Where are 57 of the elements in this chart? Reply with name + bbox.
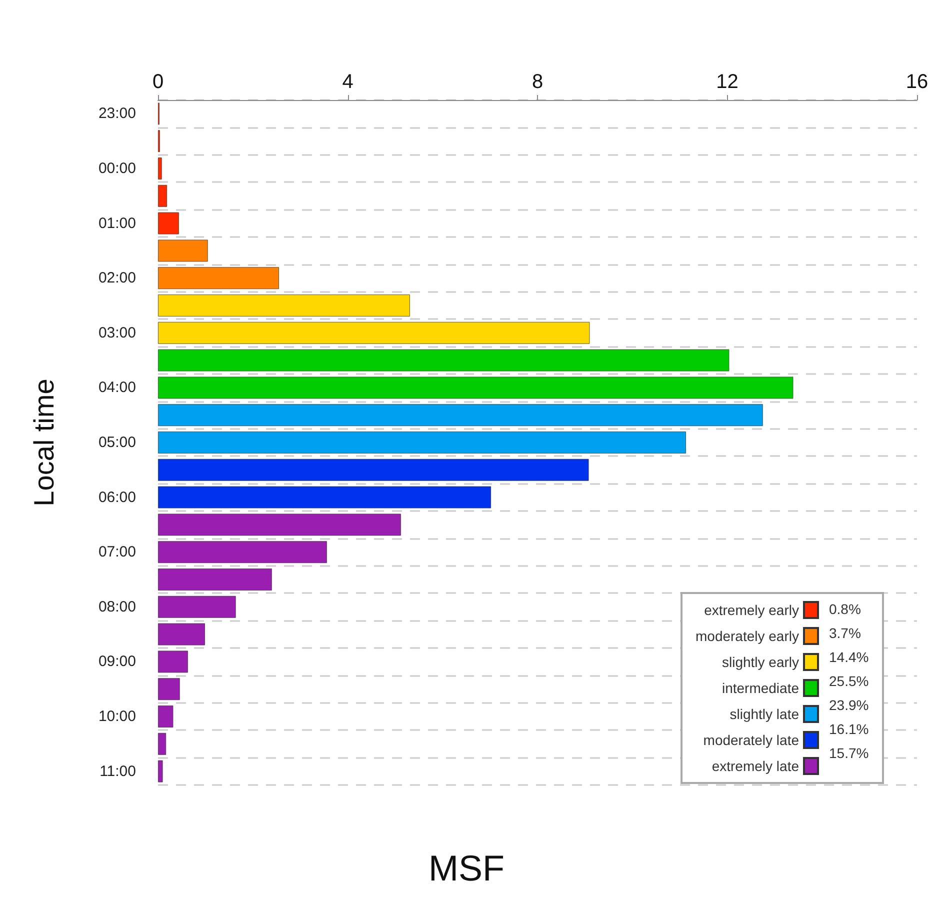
bar xyxy=(158,404,763,426)
y-tick-label: 03:00 xyxy=(98,324,136,342)
y-tick-label: 09:00 xyxy=(98,653,136,670)
bar xyxy=(158,349,730,372)
legend-label: intermediate xyxy=(722,680,800,696)
x-axis-title: MSF xyxy=(428,848,505,888)
legend-label: extremely late xyxy=(712,758,800,774)
bar xyxy=(158,732,166,755)
legend-label: moderately early xyxy=(696,628,799,644)
bar xyxy=(158,706,174,728)
x-tick-label: 4 xyxy=(342,71,354,93)
bar xyxy=(158,294,410,316)
legend-label: slightly early xyxy=(722,654,799,670)
y-tick-label: 00:00 xyxy=(98,160,136,177)
annotation: 16.1% xyxy=(829,721,869,737)
bar xyxy=(158,760,163,782)
annotation: 0.8% xyxy=(829,601,861,617)
annotation: 15.7% xyxy=(829,745,869,761)
bar xyxy=(158,432,686,454)
legend-label: extremely early xyxy=(704,602,799,618)
bar xyxy=(158,267,279,290)
x-tick-label: 16 xyxy=(906,71,928,93)
bar xyxy=(158,568,272,590)
y-axis-title: Local time xyxy=(28,378,60,506)
bar xyxy=(158,322,590,344)
bar xyxy=(158,458,589,481)
annotation: 3.7% xyxy=(829,625,861,641)
y-tick-label: 04:00 xyxy=(98,379,136,396)
bar xyxy=(158,184,168,207)
bar xyxy=(158,541,327,564)
y-tick-label: 05:00 xyxy=(98,434,136,451)
bar xyxy=(158,514,401,536)
bar xyxy=(158,623,205,646)
annotation: 25.5% xyxy=(829,673,869,689)
x-tick-label: 0 xyxy=(152,71,164,93)
bar xyxy=(158,486,492,508)
annotation: 14.4% xyxy=(829,649,869,665)
legend-label: moderately late xyxy=(703,732,800,748)
bar xyxy=(158,678,180,700)
bar xyxy=(158,212,179,234)
bar xyxy=(158,650,188,673)
y-tick-label: 10:00 xyxy=(98,708,136,725)
y-tick-label: 11:00 xyxy=(100,762,136,780)
y-tick-label: 23:00 xyxy=(98,105,136,122)
bar xyxy=(158,596,236,618)
bar xyxy=(158,158,162,180)
y-tick-label: 08:00 xyxy=(98,598,136,616)
y-tick-label: 07:00 xyxy=(98,544,136,561)
y-tick-label: 02:00 xyxy=(98,270,136,287)
bar xyxy=(158,376,794,399)
y-tick-label: 01:00 xyxy=(98,214,136,232)
x-tick-label: 8 xyxy=(532,71,544,93)
legend-label: slightly late xyxy=(730,706,800,722)
y-tick-label: 06:00 xyxy=(98,488,136,506)
bar xyxy=(158,240,208,262)
x-tick-label: 12 xyxy=(716,71,738,93)
annotation: 23.9% xyxy=(829,697,869,713)
